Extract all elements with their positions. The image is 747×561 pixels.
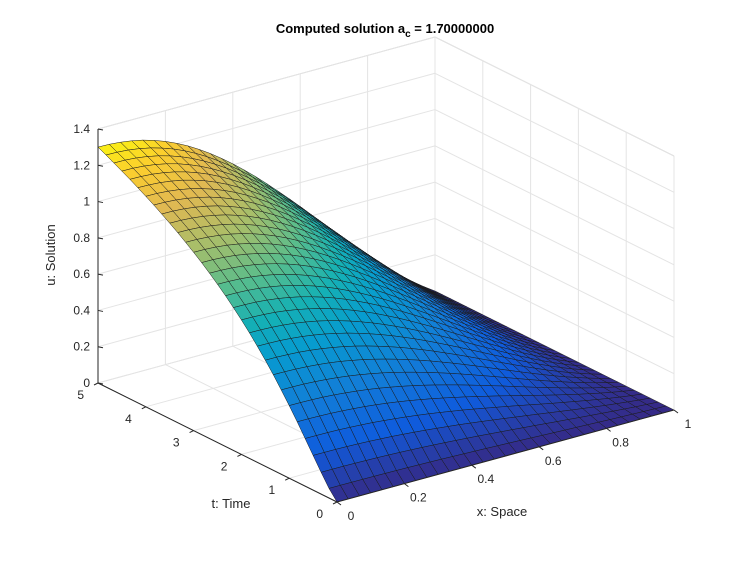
title-main: Computed solution a — [276, 21, 406, 36]
title-subscript: c — [405, 29, 411, 40]
y-tick — [93, 382, 99, 386]
grid-line — [97, 36, 436, 130]
y-tick-label: 4 — [125, 412, 132, 426]
x-tick-label: 0 — [348, 509, 355, 523]
z-tick-label: 0.4 — [73, 303, 90, 317]
grid-line — [434, 217, 675, 338]
grid-line — [434, 109, 675, 230]
z-tick-label: 0.2 — [73, 340, 90, 354]
y-axis-line — [97, 382, 338, 503]
x-tick-label: 0.2 — [410, 491, 427, 505]
x-axis-label: x: Space — [477, 504, 528, 519]
z-tick-label: 0.6 — [73, 267, 90, 281]
y-tick — [332, 501, 338, 505]
z-tick — [97, 309, 104, 312]
y-tick — [189, 430, 194, 434]
y-tick — [237, 453, 242, 457]
z-tick — [97, 237, 104, 240]
x-tick — [336, 501, 342, 506]
z-axis-label: u: Solution — [43, 224, 58, 285]
y-tick — [141, 406, 147, 410]
z-tick — [97, 164, 104, 167]
z-tick-label: 0.8 — [73, 231, 90, 245]
x-tick-label: 0.6 — [545, 454, 562, 468]
z-tick-label: 1.4 — [73, 122, 90, 136]
x-tick-label: 1 — [685, 417, 692, 431]
grid-line — [434, 254, 675, 375]
y-tick-label: 0 — [316, 507, 323, 521]
x-tick — [538, 446, 544, 451]
z-tick-label: 1.2 — [73, 158, 90, 172]
z-tick-label: 1 — [83, 195, 90, 209]
grid-line — [434, 72, 675, 193]
x-tick — [404, 483, 409, 488]
x-tick — [673, 409, 679, 414]
z-tick — [97, 201, 104, 204]
label-layer: Computed solution ac = 1.70000000 x: Spa… — [43, 21, 527, 519]
y-tick-label: 2 — [221, 459, 228, 473]
y-tick-label: 1 — [269, 483, 276, 497]
grid-line — [434, 181, 675, 302]
z-tick — [97, 128, 104, 131]
chart-title: Computed solution ac = 1.70000000 — [276, 21, 494, 40]
z-tick-label: 0 — [83, 376, 90, 390]
z-tick — [97, 346, 104, 349]
y-axis-label: t: Time — [211, 496, 250, 511]
y-tick-label: 5 — [77, 388, 84, 402]
x-axis-line — [336, 409, 675, 503]
grid-line — [434, 145, 675, 266]
grid-line — [434, 36, 675, 157]
z-tick — [97, 382, 104, 385]
y-tick-label: 3 — [173, 436, 180, 450]
x-tick — [471, 464, 477, 469]
x-tick-label: 0.4 — [477, 472, 494, 486]
y-tick — [284, 477, 290, 481]
surface-mesh — [97, 139, 675, 503]
title-rest: = 1.70000000 — [411, 21, 495, 36]
x-tick-label: 0.8 — [612, 435, 629, 449]
z-tick — [97, 273, 104, 276]
x-tick — [606, 427, 611, 432]
